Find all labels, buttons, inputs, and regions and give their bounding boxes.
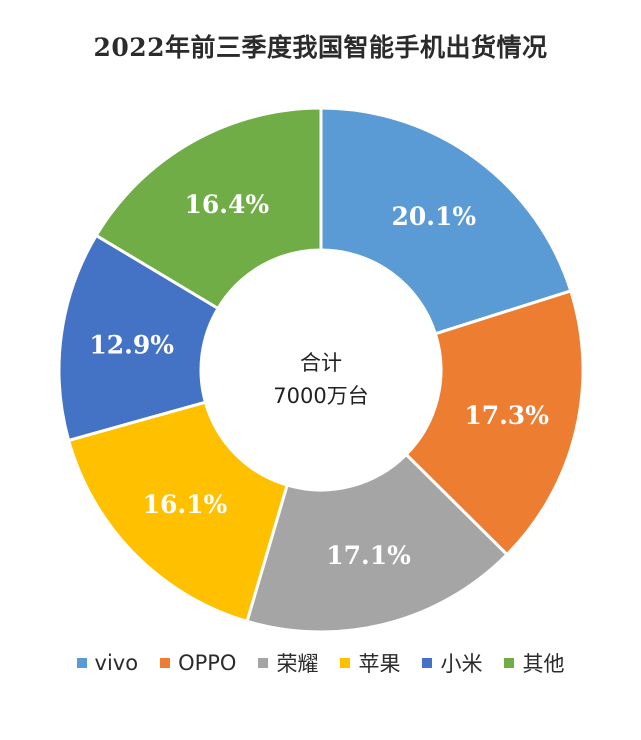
slice-OPPO (404, 289, 585, 557)
center-label-value: 7000万台 (273, 384, 368, 408)
legend-label: 苹果 (358, 652, 401, 676)
legend-swatch (422, 658, 433, 668)
slice-label-荣耀: 17.1% (326, 541, 411, 570)
legend-item-苹果: 苹果 (340, 648, 400, 678)
legend-label: vivo (94, 651, 139, 675)
legend-label: 小米 (440, 652, 483, 676)
slice-label-OPPO: 17.3% (464, 401, 549, 430)
center-label-total: 合计 (300, 351, 342, 375)
slice-苹果 (66, 400, 289, 624)
legend-label: OPPO (178, 651, 237, 675)
legend-item-荣耀: 荣耀 (258, 648, 318, 678)
slice-label-苹果: 16.1% (143, 490, 228, 519)
slice-label-vivo: 20.1% (392, 202, 477, 231)
legend-swatch (76, 658, 87, 668)
slice-label-小米: 12.9% (89, 331, 174, 360)
legend-swatch (504, 658, 515, 668)
slice-小米 (57, 233, 221, 443)
legend-item-其他: 其他 (504, 648, 564, 678)
legend-item-OPPO: OPPO (160, 651, 236, 675)
legend-item-小米: 小米 (422, 648, 482, 678)
chart-legend: vivo OPPO 荣耀 苹果 小米 其他 (0, 648, 641, 678)
legend-swatch (340, 658, 351, 668)
slice-荣耀 (245, 452, 510, 634)
legend-item-vivo: vivo (76, 651, 139, 675)
slice-vivo (319, 106, 573, 336)
slice-label-其他: 16.4% (184, 190, 269, 219)
chart-title: 2022年前三季度我国智能手机出货情况 (93, 33, 548, 62)
legend-label: 其他 (522, 652, 565, 676)
legend-swatch (258, 658, 269, 668)
legend-swatch (160, 658, 171, 668)
slice-其他 (94, 106, 323, 311)
legend-label: 荣耀 (276, 652, 319, 676)
